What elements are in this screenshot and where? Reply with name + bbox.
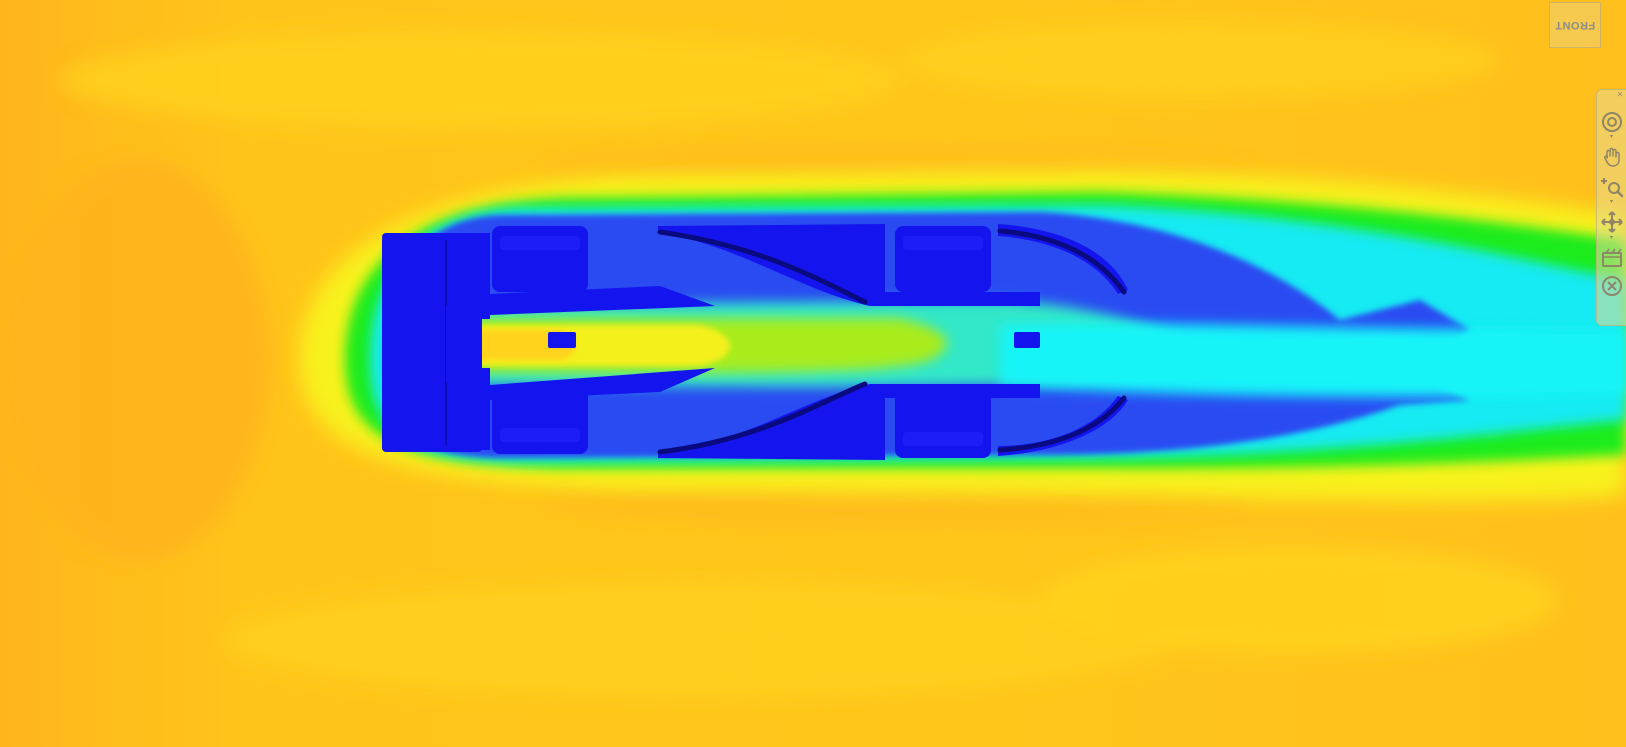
front-suspension-lower bbox=[478, 368, 490, 450]
film-icon bbox=[1602, 248, 1622, 267]
pan-button[interactable] bbox=[1600, 145, 1624, 169]
front-left-tire bbox=[492, 226, 588, 292]
steering-wheel-button[interactable] bbox=[1600, 110, 1624, 134]
orbit-caret-icon[interactable]: ▾ bbox=[1610, 235, 1614, 241]
rear-right-tire bbox=[895, 392, 991, 458]
zoom-button[interactable] bbox=[1600, 174, 1624, 198]
front-sensor-block bbox=[548, 332, 576, 348]
hand-icon bbox=[1604, 147, 1620, 167]
vehicle-body bbox=[382, 224, 1128, 460]
view-cube[interactable]: FRONT bbox=[1549, 2, 1601, 48]
show-motion-button[interactable] bbox=[1600, 246, 1624, 270]
sidepod-edges bbox=[657, 228, 1127, 455]
freestream-variations bbox=[10, 20, 1560, 700]
view-cube-face-label: FRONT bbox=[1554, 19, 1596, 31]
sidepod-left bbox=[658, 224, 1040, 306]
close-circle-icon bbox=[1602, 276, 1622, 296]
navbar-close-icon[interactable]: ✕ bbox=[1616, 90, 1624, 99]
steering-wheel-icon bbox=[1602, 112, 1622, 132]
steering-wheel-caret-icon[interactable]: ▾ bbox=[1610, 134, 1614, 140]
rear-sensor-block bbox=[1014, 332, 1040, 348]
orbit-button[interactable] bbox=[1600, 210, 1624, 234]
tire-highlights bbox=[500, 236, 983, 446]
zoom-icon bbox=[1601, 178, 1624, 198]
navigation-bar: ✕ ▾ ▾ ▾ bbox=[1596, 89, 1626, 326]
front-wing bbox=[382, 236, 482, 452]
close-nav-button[interactable] bbox=[1600, 274, 1624, 298]
orbit-icon bbox=[1601, 211, 1623, 233]
wake-region bbox=[300, 170, 1626, 501]
rear-left-tire bbox=[895, 226, 991, 292]
front-suspension-upper bbox=[478, 233, 490, 319]
zoom-caret-icon[interactable]: ▾ bbox=[1610, 199, 1614, 205]
sidepod-right bbox=[658, 384, 1040, 460]
